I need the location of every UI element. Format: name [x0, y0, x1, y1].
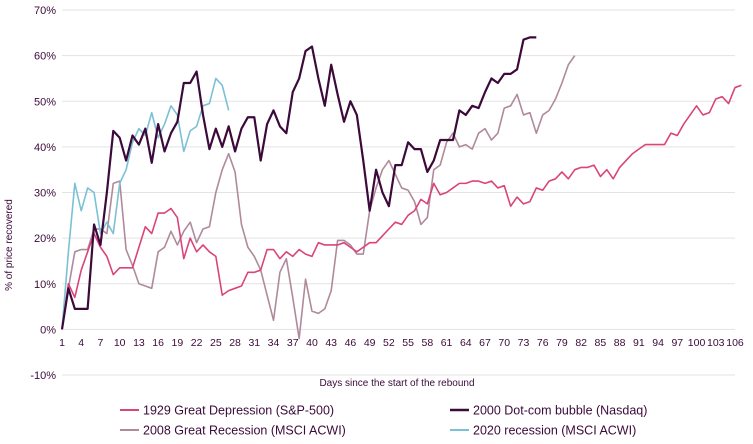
x-tick-label: 34 [268, 337, 280, 349]
x-tick-label: 13 [133, 337, 145, 349]
y-tick-label: 10% [34, 279, 56, 291]
series-line-1 [60, 36, 537, 330]
x-tick-label: 58 [421, 337, 433, 349]
y-tick-label: 70% [34, 5, 56, 17]
x-tick-label: 79 [556, 337, 568, 349]
x-tick-label: 73 [518, 337, 530, 349]
x-tick-label: 61 [441, 337, 453, 349]
x-tick-label: 28 [229, 337, 241, 349]
y-tick-label: 60% [34, 51, 56, 63]
x-tick-label: 67 [479, 337, 491, 349]
y-axis-ticks: -10% 0% 10% 20% 30% 40% 50% 60% 70% [30, 5, 56, 382]
x-tick-label: 64 [460, 337, 472, 349]
x-tick-label: 49 [364, 337, 376, 349]
x-tick-label: 85 [595, 337, 607, 349]
legend-label-0: 1929 Great Depression (S&P-500) [143, 404, 334, 418]
y-tick-label: 0% [40, 324, 56, 336]
x-tick-label: 40 [306, 337, 318, 349]
x-axis-title: Days since the start of the rebound [319, 378, 474, 389]
x-tick-label: 97 [671, 337, 683, 349]
x-tick-label: 16 [152, 337, 164, 349]
x-tick-label: 46 [345, 337, 357, 349]
legend-label-1: 2000 Dot-com bubble (Nasdaq) [473, 404, 647, 418]
x-tick-label: 25 [210, 337, 222, 349]
x-tick-label: 70 [498, 337, 510, 349]
x-tick-label: 91 [633, 337, 645, 349]
x-tick-label: 103 [707, 337, 725, 349]
x-tick-label: 10 [114, 337, 126, 349]
x-tick-label: 43 [325, 337, 337, 349]
x-tick-label: 4 [78, 337, 84, 349]
x-tick-label: 37 [287, 337, 299, 349]
gridlines [62, 9, 735, 376]
x-tick-label: 76 [537, 337, 549, 349]
x-tick-label: 1 [59, 337, 65, 349]
x-tick-label: 94 [652, 337, 664, 349]
series-line-3 [61, 77, 230, 330]
x-tick-label: 100 [688, 337, 706, 349]
x-tick-label: 82 [575, 337, 587, 349]
y-axis-title: % of price recovered [4, 199, 15, 291]
y-tick-label: 40% [34, 142, 56, 154]
x-tick-label: 22 [191, 337, 203, 349]
x-tick-label: 7 [98, 337, 104, 349]
series-line-2 [61, 55, 576, 340]
x-tick-label: 55 [402, 337, 414, 349]
series-line-0 [61, 84, 742, 330]
x-tick-label: 31 [248, 337, 260, 349]
x-tick-label: 19 [172, 337, 184, 349]
y-tick-label: 30% [34, 188, 56, 200]
y-tick-label: -10% [30, 370, 56, 382]
x-axis-ticks: 1 4 7 10 13 16 19 22 25 28 31 34 37 40 43 46 49 52 55 58 61 6… [59, 337, 744, 349]
legend-label-3: 2020 recession (MSCI ACWI) [473, 424, 636, 438]
x-tick-label: 106 [726, 337, 744, 349]
x-tick-label: 88 [614, 337, 626, 349]
y-tick-label: 50% [34, 96, 56, 108]
legend: 1929 Great Depression (S&P-500) 2000 Dot-… [120, 404, 647, 438]
series-lines [60, 36, 742, 340]
legend-label-2: 2008 Great Recession (MSCI ACWI) [143, 424, 346, 438]
y-tick-label: 20% [34, 233, 56, 245]
x-tick-label: 52 [383, 337, 395, 349]
